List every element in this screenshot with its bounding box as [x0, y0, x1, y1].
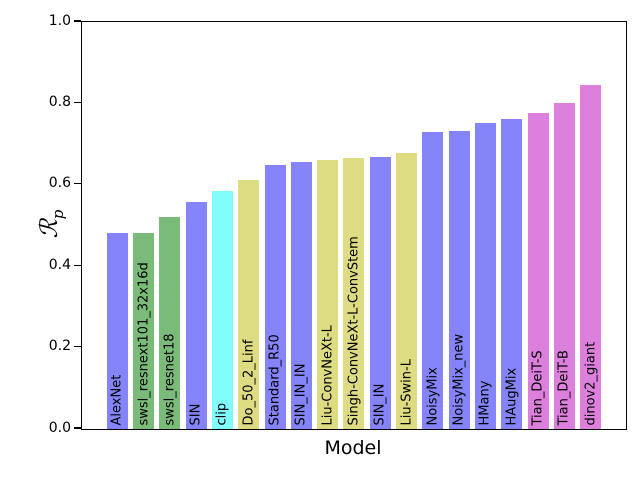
y-tick-mark — [74, 264, 81, 266]
bar: Liu-Swin-L — [396, 153, 417, 429]
bar-label: Standard_R50 — [267, 334, 283, 426]
bar: NoisyMix_new — [448, 130, 470, 429]
bar-label: swsl_resnet18 — [162, 333, 178, 426]
y-tick-mark — [74, 101, 81, 103]
y-axis-label-subscript: p — [49, 209, 67, 220]
y-tick-label: 0.0 — [48, 419, 71, 436]
x-axis-label: Model — [324, 437, 382, 459]
bar-label: clip — [214, 402, 230, 426]
bar-label: AlexNet — [109, 374, 125, 426]
y-tick-mark — [74, 20, 81, 22]
bar-label: HAugMix — [504, 367, 520, 426]
y-tick-label: 1.0 — [48, 12, 71, 29]
bar-label: SIN_IN — [372, 383, 388, 426]
bar: dinov2_giant — [580, 84, 602, 429]
y-tick-label: 0.6 — [48, 175, 71, 192]
bar: swsl_resnext101_32x16d — [133, 233, 154, 429]
bar: Do_50_2_Linf — [238, 179, 260, 429]
bar-label: NoisyMix_new — [451, 333, 467, 426]
plot-area: AlexNet swsl_resnext101_32x16d swsl_resnet… — [81, 21, 627, 430]
bar-label: Liu-ConvNeXt-L — [320, 325, 336, 426]
bar-label: Tian_DeiT-S — [530, 350, 546, 426]
y-axis-label: ℛp — [35, 184, 71, 264]
bar: clip — [211, 191, 233, 429]
bar: HMany — [474, 122, 496, 429]
y-tick-mark — [74, 183, 81, 185]
bar: Standard_R50 — [264, 165, 286, 429]
bar-label: NoisyMix — [425, 367, 441, 426]
y-tick-label: 0.2 — [48, 338, 71, 355]
bar: NoisyMix — [422, 132, 444, 429]
bar: Tian_DeiT-B — [553, 103, 575, 429]
bar: SIN_IN — [369, 156, 391, 429]
bar-label: HMany — [477, 380, 493, 426]
bar-label: swsl_resnext101_32x16d — [136, 262, 151, 426]
bar: SIN_IN_IN — [290, 162, 312, 429]
bar: Liu-ConvNeXt-L — [317, 159, 339, 429]
y-tick-mark — [74, 346, 81, 348]
bar: Singh-ConvNeXt-L-ConvStem — [343, 157, 365, 429]
bar: Tian_DeiT-S — [527, 113, 549, 429]
bar-label: SIN — [188, 403, 204, 426]
y-axis-label-script-r: ℛ — [35, 219, 63, 239]
y-tick-mark — [74, 427, 81, 429]
bar-label: dinov2_giant — [583, 341, 599, 426]
y-tick-label: 0.4 — [48, 256, 71, 273]
bar: SIN — [185, 201, 207, 429]
y-tick-label: 0.8 — [48, 93, 71, 110]
bar: swsl_resnet18 — [159, 217, 181, 429]
bar-label: Liu-Swin-L — [399, 359, 414, 426]
bar-label: Singh-ConvNeXt-L-ConvStem — [346, 236, 362, 426]
bar-label: Do_50_2_Linf — [241, 339, 257, 426]
bar-label: Tian_DeiT-B — [556, 350, 572, 426]
bar: AlexNet — [106, 233, 128, 429]
bars-container: AlexNet swsl_resnext101_32x16d swsl_resnet… — [82, 22, 626, 429]
bar: HAugMix — [501, 118, 523, 429]
bar-label: SIN_IN_IN — [293, 363, 309, 426]
